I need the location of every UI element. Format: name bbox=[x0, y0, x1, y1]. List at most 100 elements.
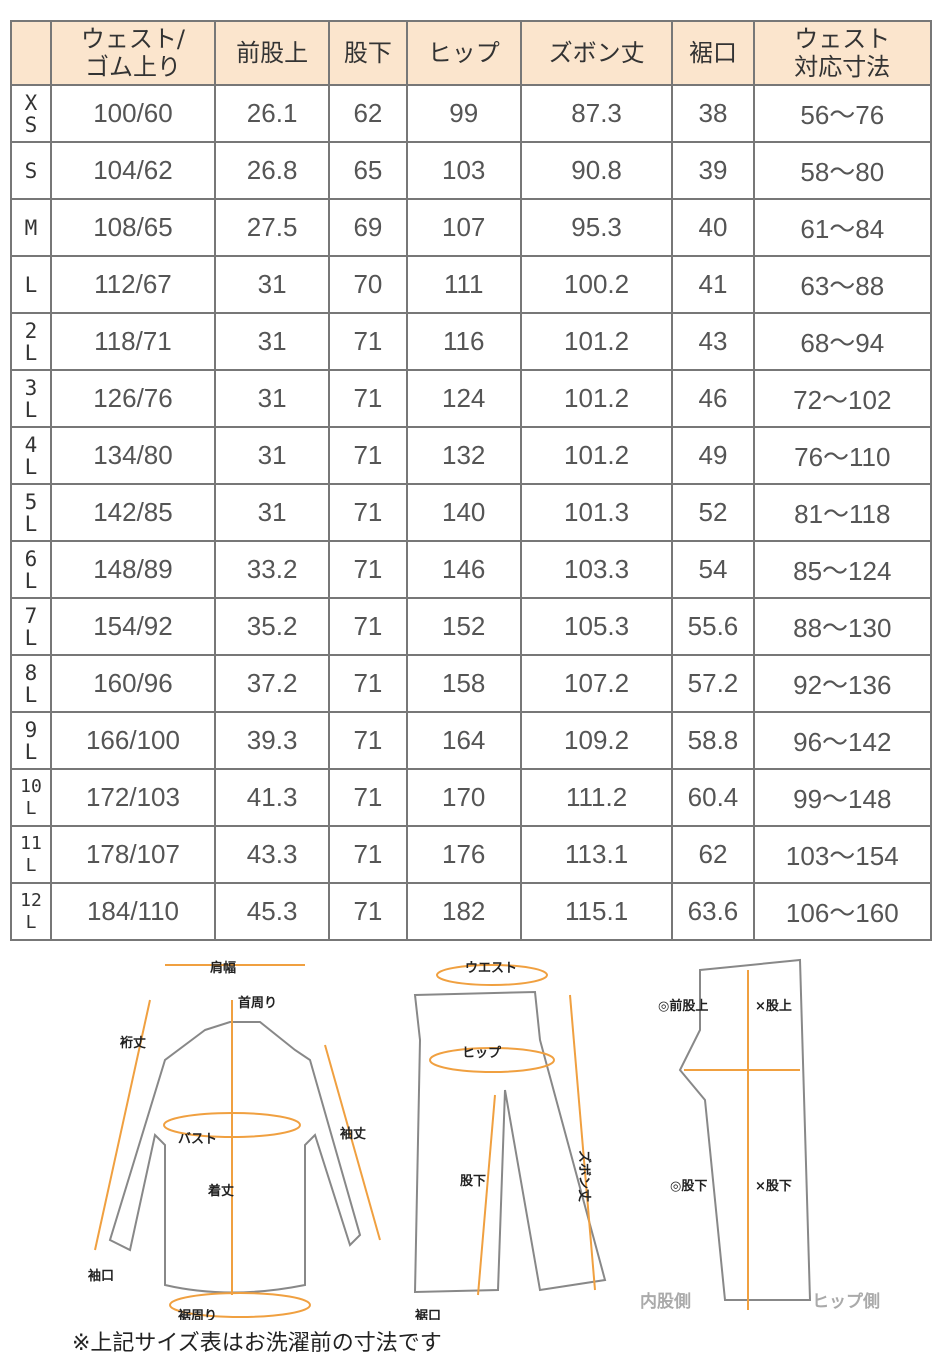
table-cell: 101.3 bbox=[519, 483, 674, 542]
size-label: 9L bbox=[24, 717, 38, 764]
table-cell: 113.1 bbox=[519, 825, 674, 884]
table-cell: 115.1 bbox=[519, 882, 674, 941]
size-label: 6L bbox=[24, 546, 38, 593]
label-inner: 内股側 bbox=[640, 1291, 691, 1312]
table-row: 4L 134/80 31 71 132 101.2 49 76～110 bbox=[10, 426, 933, 485]
table-row: 3L 126/76 31 71 124 101.2 46 72～102 bbox=[10, 369, 933, 428]
table-cell: 164 bbox=[405, 711, 522, 770]
table-cell: 62 bbox=[671, 825, 755, 884]
table-cell: 107 bbox=[405, 198, 522, 257]
table-cell: 85～124 bbox=[752, 540, 933, 599]
table-cell: 106～160 bbox=[752, 882, 933, 941]
shirt-outline bbox=[108, 1021, 362, 1294]
label-neck: 首周り bbox=[238, 995, 277, 1011]
table-cell: 71 bbox=[328, 654, 408, 713]
table-cell: 71 bbox=[328, 369, 408, 428]
column-header: 裾口 bbox=[671, 20, 755, 86]
table-cell: 99 bbox=[405, 84, 522, 143]
size-cell: 4L bbox=[10, 426, 52, 485]
table-row: 9L 166/100 39.3 71 164 109.2 58.8 96～142 bbox=[10, 711, 933, 770]
column-header: ウェスト 対応寸法 bbox=[752, 20, 933, 86]
table-cell: 87.3 bbox=[519, 84, 674, 143]
table-cell: 31 bbox=[213, 426, 331, 485]
table-cell: 27.5 bbox=[213, 198, 331, 257]
table-row: 7L 154/92 35.2 71 152 105.3 55.6 88～130 bbox=[10, 597, 933, 656]
label-shoulder: 肩幅 bbox=[210, 960, 236, 976]
table-row: 5L 142/85 31 71 140 101.3 52 81～118 bbox=[10, 483, 933, 542]
table-cell: 31 bbox=[213, 369, 331, 428]
table-cell: 45.3 bbox=[213, 882, 331, 941]
column-header bbox=[10, 20, 52, 86]
table-cell: 41 bbox=[671, 255, 755, 314]
size-cell: L bbox=[10, 255, 52, 314]
table-cell: 112/67 bbox=[50, 255, 216, 314]
label-hip: ヒップ bbox=[462, 1046, 502, 1061]
label-front-rise: ◎前股上 bbox=[658, 998, 708, 1014]
size-cell: 6L bbox=[10, 540, 52, 599]
table-cell: 71 bbox=[328, 825, 408, 884]
size-cell: 2L bbox=[10, 312, 52, 371]
table-cell: 71 bbox=[328, 483, 408, 542]
table-cell: 31 bbox=[213, 483, 331, 542]
table-cell: 65 bbox=[328, 141, 408, 200]
table-cell: 104/62 bbox=[50, 141, 216, 200]
table-cell: 55.6 bbox=[671, 597, 755, 656]
table-cell: 88～130 bbox=[752, 597, 933, 656]
size-label: 11L bbox=[20, 832, 42, 876]
table-cell: 172/103 bbox=[50, 768, 216, 827]
table-cell: 71 bbox=[328, 882, 408, 941]
table-cell: 116 bbox=[405, 312, 522, 371]
size-label: 4L bbox=[24, 432, 38, 479]
table-cell: 146 bbox=[405, 540, 522, 599]
size-label: 5L bbox=[24, 489, 38, 536]
table-cell: 158 bbox=[405, 654, 522, 713]
pants-outline bbox=[413, 990, 607, 1294]
table-row: 2L 118/71 31 71 116 101.2 43 68～94 bbox=[10, 312, 933, 371]
label-pants-length: ズボン丈 bbox=[576, 1150, 592, 1202]
table-cell: 132 bbox=[405, 426, 522, 485]
label-hip-side: ヒップ側 bbox=[812, 1291, 880, 1312]
size-label: 3L bbox=[24, 375, 38, 422]
table-cell: 99～148 bbox=[752, 768, 933, 827]
table-cell: 46 bbox=[671, 369, 755, 428]
label-bust: バスト bbox=[178, 1132, 217, 1147]
table-row: 10L 172/103 41.3 71 170 111.2 60.4 99～148 bbox=[10, 768, 933, 827]
table-cell: 108/65 bbox=[50, 198, 216, 257]
table-cell: 41.3 bbox=[213, 768, 331, 827]
table-row: L 112/67 31 70 111 100.2 41 63～88 bbox=[10, 255, 933, 314]
column-header: 股下 bbox=[328, 20, 408, 86]
table-cell: 60.4 bbox=[671, 768, 755, 827]
size-label: S bbox=[24, 158, 38, 183]
table-cell: 58～80 bbox=[752, 141, 933, 200]
table-cell: 70 bbox=[328, 255, 408, 314]
table-row: 6L 148/89 33.2 71 146 103.3 54 85～124 bbox=[10, 540, 933, 599]
table-cell: 40 bbox=[671, 198, 755, 257]
column-header: ウェスト/ ゴム上り bbox=[50, 20, 216, 86]
footnote: ※上記サイズ表はお洗濯前の寸法です bbox=[72, 1331, 442, 1356]
table-cell: 71 bbox=[328, 426, 408, 485]
table-cell: 31 bbox=[213, 255, 331, 314]
table-cell: 182 bbox=[405, 882, 522, 941]
size-cell: 9L bbox=[10, 711, 52, 770]
table-cell: 43.3 bbox=[213, 825, 331, 884]
table-cell: 103 bbox=[405, 141, 522, 200]
measurement-diagram: 肩幅 首周り 裄丈 バスト 袖丈 着丈 袖口 裾周り ウエスト ヒップ 股下 ズ… bbox=[88, 958, 880, 1320]
column-header: 前股上 bbox=[213, 20, 331, 86]
table-cell: 39 bbox=[671, 141, 755, 200]
table-cell: 154/92 bbox=[50, 597, 216, 656]
size-label: 10L bbox=[20, 775, 42, 819]
table-cell: 126/76 bbox=[50, 369, 216, 428]
table-row: S 104/62 26.8 65 103 90.8 39 58～80 bbox=[10, 141, 933, 200]
table-cell: 26.1 bbox=[213, 84, 331, 143]
table-row: 8L 160/96 37.2 71 158 107.2 57.2 92～136 bbox=[10, 654, 933, 713]
table-row: 11L 178/107 43.3 71 176 113.1 62 103～154 bbox=[10, 825, 933, 884]
table-cell: 100.2 bbox=[519, 255, 674, 314]
table-cell: 61～84 bbox=[752, 198, 933, 257]
size-label: 7L bbox=[24, 603, 38, 650]
label-rise: ×股上 bbox=[755, 999, 792, 1014]
table-cell: 57.2 bbox=[671, 654, 755, 713]
table-cell: 184/110 bbox=[50, 882, 216, 941]
table-cell: 62 bbox=[328, 84, 408, 143]
size-cell: XS bbox=[10, 84, 52, 143]
size-cell: 3L bbox=[10, 369, 52, 428]
